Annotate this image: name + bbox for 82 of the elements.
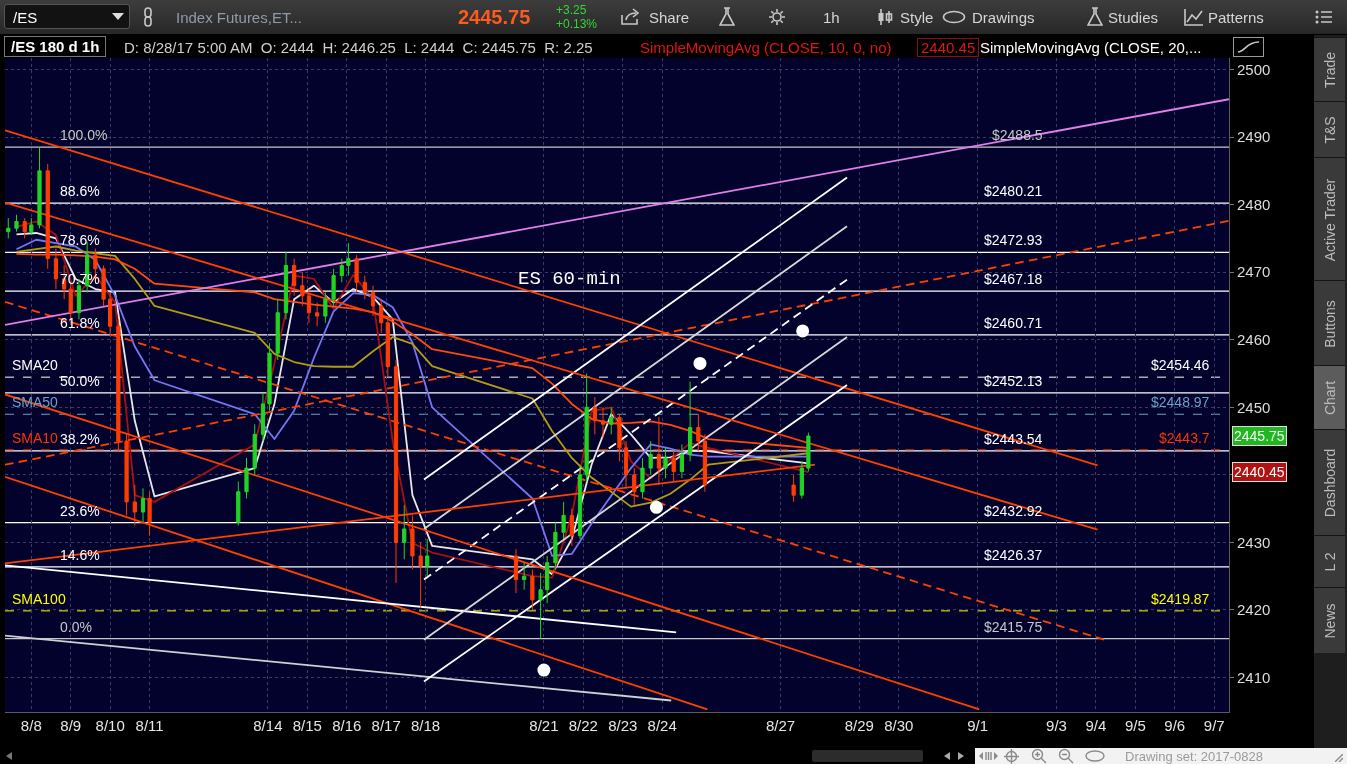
text: 2445.75 [1234, 428, 1285, 444]
ref-line-label: $2448.97 [1151, 394, 1210, 410]
text: Style [900, 9, 934, 26]
x-tick-label: 8/15 [292, 717, 322, 734]
x-tick-label: 9/3 [1046, 717, 1067, 734]
text: News [1321, 602, 1338, 639]
text: 2445.75 [458, 6, 531, 28]
text: Studies [1108, 9, 1159, 26]
text: +0.13% [556, 17, 598, 31]
annotation: ES 60-min [518, 268, 621, 290]
text: Drawings [972, 9, 1035, 26]
y-tick-label: 2470 [1237, 263, 1271, 281]
annotation: 88.6% [60, 183, 100, 199]
y-tick-label: 2420 [1237, 601, 1271, 619]
annotation: 100.0% [60, 127, 108, 143]
text: +3.25 [556, 3, 587, 17]
x-tick-label: 8/22 [568, 717, 598, 734]
y-tick-label: 2450 [1237, 398, 1271, 416]
x-tick-label: 9/6 [1164, 717, 1186, 734]
y-tick-label: 2480 [1237, 195, 1271, 213]
annotation: 38.2% [60, 431, 100, 447]
x-tick-label: 9/1 [967, 717, 989, 734]
text: Drawing set: 2017-0828 [1125, 749, 1264, 764]
ref-line-label: $2443.7 [1159, 430, 1210, 446]
text: SimpleMovingAvg (CLOSE, 20,... [980, 39, 1202, 56]
ref-line-label: $2432.92 [984, 503, 1043, 519]
x-tick-label: 8/29 [844, 717, 874, 734]
text: Buttons [1321, 299, 1338, 348]
ref-line-label: $2419.87 [1151, 591, 1210, 607]
annotation: SMA100 [12, 591, 66, 607]
x-tick-label: 8/30 [884, 717, 914, 734]
text: 2440.45 [1234, 464, 1285, 480]
text: Dashboard [1321, 448, 1338, 518]
x-tick-label: 9/5 [1124, 717, 1146, 734]
text: Index Futures,ET... [176, 9, 302, 26]
text: 2440.45 [917, 38, 980, 57]
ref-line-label: $2426.37 [984, 547, 1043, 563]
text: Active Trader [1321, 178, 1338, 261]
text: /ES [13, 9, 38, 26]
text: Share [649, 9, 690, 26]
x-tick-label: 9/7 [1203, 717, 1225, 734]
x-tick-label: 8/9 [60, 717, 82, 734]
text: L 2 [1321, 552, 1338, 572]
y-tick-label: 2460 [1237, 330, 1271, 348]
text: Patterns [1208, 9, 1264, 26]
text: SimpleMovingAvg (CLOSE, 10, 0, no) [640, 39, 892, 56]
annotation: 78.6% [60, 232, 100, 248]
x-tick-label: 8/24 [647, 717, 677, 734]
x-tick-label: 8/21 [529, 717, 559, 734]
ref-line-label: $2460.71 [984, 315, 1043, 331]
chart-title: /ES 180 d 1h [4, 36, 107, 57]
annotation: 0.0% [60, 619, 92, 635]
x-tick-label: 8/27 [765, 717, 796, 734]
ref-line-label: $2467.18 [984, 271, 1043, 287]
x-tick-label: 8/16 [332, 717, 362, 734]
x-tick-label: 8/10 [95, 717, 125, 734]
x-tick-label: 9/4 [1085, 717, 1107, 734]
x-tick-label: 8/23 [608, 717, 638, 734]
y-tick-label: 2410 [1237, 668, 1271, 686]
chart-subtitle: D: 8/28/17 5:00 AM O: 2444 H: 2446.25 L: 2444 C: 2445.75 R: 2.25 [124, 39, 593, 56]
x-tick-label: 8/17 [371, 717, 401, 734]
annotation: 23.6% [60, 503, 100, 519]
annotation: 61.8% [60, 315, 100, 331]
ref-line-label: $2452.13 [984, 373, 1043, 389]
ref-line-label: $2454.46 [1151, 357, 1210, 373]
annotation: 50.0% [60, 373, 100, 389]
annotation: SMA20 [12, 357, 59, 373]
text: Chart [1321, 380, 1338, 416]
ref-line-label: $2415.75 [984, 619, 1043, 635]
y-tick-label: 2430 [1237, 533, 1271, 551]
text: T&S [1321, 116, 1338, 144]
text: 1h [823, 9, 840, 26]
x-tick-label: 8/8 [20, 717, 42, 734]
y-tick-label: 2500 [1237, 60, 1271, 78]
x-tick-label: 8/18 [411, 717, 441, 734]
annotation: SMA10 [12, 430, 59, 446]
ref-line-label: $2480.21 [984, 183, 1043, 199]
x-tick-label: 8/11 [135, 717, 164, 734]
x-tick-label: 8/14 [253, 717, 283, 734]
text: Trade [1321, 51, 1338, 89]
y-tick-label: 2490 [1237, 128, 1271, 146]
ref-line-label: $2472.93 [984, 232, 1043, 248]
